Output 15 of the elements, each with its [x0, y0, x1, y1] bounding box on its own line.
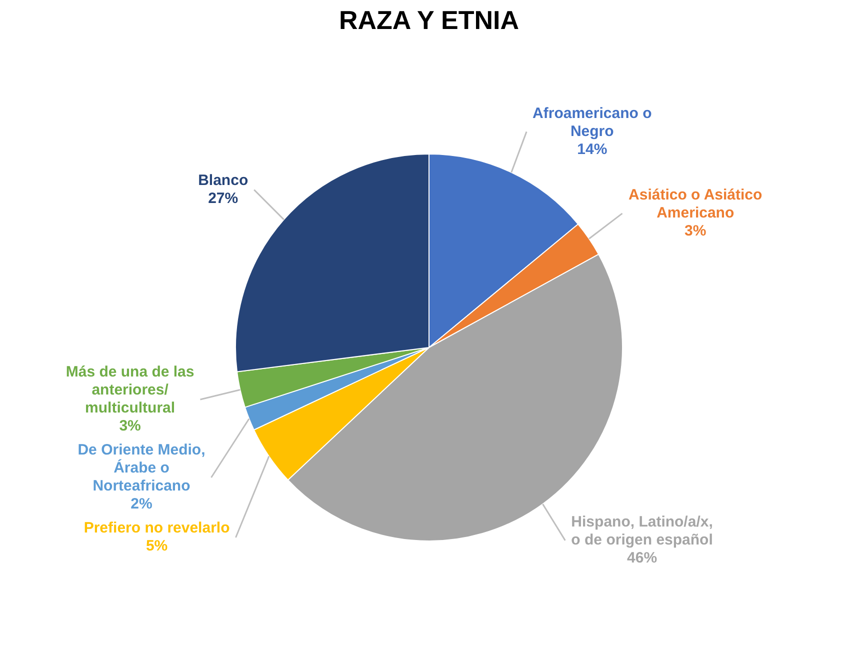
data-label: 3%: [684, 222, 706, 240]
chart-title: RAZA Y ETNIA: [338, 4, 520, 37]
slice-label: De Oriente Medio, Árabe o Norteafricano: [78, 442, 206, 495]
slice-label: Blanco: [198, 172, 248, 189]
data-label: 2%: [130, 496, 152, 513]
data-label: 46%: [627, 550, 658, 567]
data-label: 14%: [577, 140, 608, 158]
slice-label: Prefiero no revelarlo: [84, 520, 230, 537]
data-label: 5%: [146, 538, 168, 555]
slice-label: Hispano, Latino/a/x, o de origen español: [571, 514, 713, 549]
slice-label: Asiático o Asiático Americano: [628, 186, 762, 222]
slice-label: Afroamericano o Negro: [532, 104, 652, 140]
data-label: 27%: [208, 190, 238, 207]
slice-label: Más de una de las anteriores/ multicultural: [66, 364, 194, 417]
data-label: 3%: [119, 418, 141, 435]
